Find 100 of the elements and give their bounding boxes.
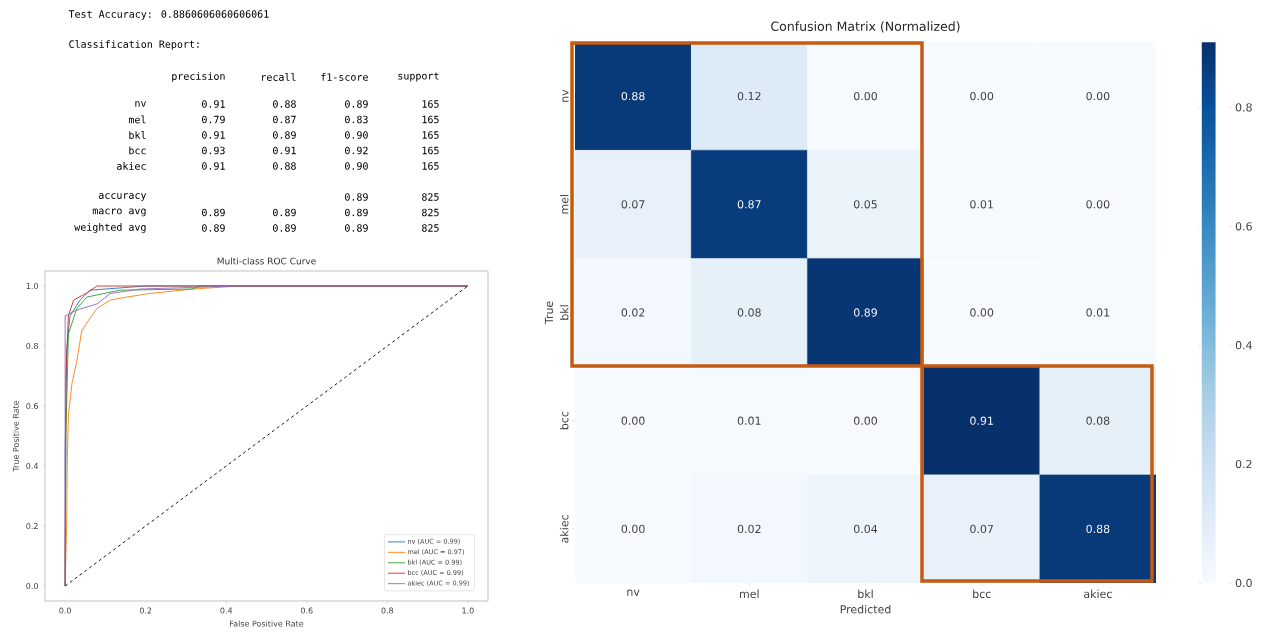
text: 0.91 bbox=[202, 131, 225, 139]
text: 0.89 bbox=[273, 131, 296, 139]
text: 0.90 bbox=[345, 131, 368, 139]
text: 0.93 bbox=[202, 146, 225, 155]
text: Classification Report: bbox=[69, 40, 199, 50]
x-tick-label: mel bbox=[740, 589, 759, 599]
color-bar-label: 0.2 bbox=[1235, 459, 1252, 469]
chart-title: Confusion Matrix (Normalized) bbox=[771, 21, 960, 33]
data-label: 0.04 bbox=[853, 524, 878, 534]
text: 0.91 bbox=[273, 146, 296, 155]
text: 0.89 bbox=[202, 208, 225, 217]
y-axis-title: True bbox=[544, 301, 554, 325]
data-label: 0.87 bbox=[737, 200, 761, 209]
category-label: f1-score bbox=[321, 73, 368, 81]
category-label: precision bbox=[172, 72, 225, 82]
category-label: bkl bbox=[129, 131, 146, 139]
y-tick-label: bcc bbox=[559, 411, 569, 430]
y-tick-label: 0.2 bbox=[26, 522, 38, 530]
text: 165 bbox=[422, 146, 439, 155]
data-label: 0.88 bbox=[621, 91, 645, 101]
data-label: 0.02 bbox=[621, 308, 645, 317]
text: 165 bbox=[422, 115, 439, 124]
text: 0.89 bbox=[273, 208, 296, 217]
data-label: 0.00 bbox=[970, 308, 994, 317]
data-label: 0.00 bbox=[1086, 91, 1110, 101]
text: 165 bbox=[422, 131, 439, 139]
category-label: bcc bbox=[129, 146, 146, 155]
data-label: 0.01 bbox=[970, 200, 993, 209]
text: 0.87 bbox=[273, 115, 296, 124]
color-bar-label: 0.4 bbox=[1235, 341, 1252, 350]
x-tick-label: 0.4 bbox=[220, 607, 233, 614]
category-label: akiec bbox=[117, 162, 146, 170]
chart-title: Multi-class ROC Curve bbox=[217, 257, 316, 265]
data-label: 0.01 bbox=[1086, 308, 1110, 317]
text: 0.92 bbox=[345, 146, 368, 155]
text: 825 bbox=[422, 224, 439, 232]
x-axis-title: Predicted bbox=[840, 604, 891, 614]
text: 0.88 bbox=[273, 162, 296, 170]
data-label: 0.02 bbox=[737, 524, 761, 534]
y-axis-title: True Positive Rate bbox=[12, 400, 19, 472]
y-tick-label: 1.0 bbox=[26, 282, 38, 290]
data-label: 0.01 bbox=[737, 416, 761, 425]
text: 825 bbox=[422, 193, 439, 201]
data-label: 0.07 bbox=[621, 200, 645, 209]
text: 0.79 bbox=[202, 115, 225, 124]
data-label: 0.91 bbox=[970, 416, 993, 425]
data-label: 0.00 bbox=[970, 91, 994, 101]
data-label: 0.07 bbox=[970, 524, 993, 534]
category-label: weighted avg bbox=[74, 223, 146, 233]
category-label: macro avg bbox=[92, 208, 146, 217]
x-tick-label: 0.2 bbox=[139, 607, 152, 614]
category-label: support bbox=[398, 72, 439, 82]
x-tick-label: 0.0 bbox=[59, 607, 71, 614]
y-tick-label: akiec bbox=[559, 515, 569, 543]
text: 0.88 bbox=[273, 100, 296, 108]
y-tick-label: 0.8 bbox=[26, 342, 38, 350]
x-tick-label: akiec bbox=[1084, 589, 1112, 599]
data-label: 0.00 bbox=[853, 91, 877, 101]
data-label: 0.00 bbox=[621, 524, 645, 534]
x-tick-label: 0.6 bbox=[300, 607, 313, 614]
text: 165 bbox=[422, 100, 439, 108]
text: 0.83 bbox=[345, 115, 368, 124]
text: 0.91 bbox=[202, 100, 225, 108]
data-label: 0.00 bbox=[1086, 200, 1110, 209]
text: 0.89 bbox=[273, 224, 296, 232]
text: 825 bbox=[422, 208, 439, 217]
color-bar-label: 0.0 bbox=[1235, 578, 1252, 588]
data-label: 0.00 bbox=[853, 416, 877, 425]
y-tick-label: mel bbox=[559, 195, 569, 214]
category-label: mel bbox=[128, 115, 146, 124]
text: Test Accuracy: 0.8860606060606061 bbox=[68, 10, 269, 20]
text: 0.89 bbox=[345, 224, 368, 232]
data-label: 0.05 bbox=[853, 200, 877, 209]
y-tick-label: 0.6 bbox=[26, 402, 38, 410]
x-tick-label: bkl bbox=[858, 589, 873, 599]
category-label: accuracy bbox=[98, 193, 147, 201]
x-tick-label: nv bbox=[627, 589, 640, 596]
text: 0.91 bbox=[202, 162, 225, 170]
color-bar-label: 0.8 bbox=[1235, 103, 1252, 112]
x-tick-label: bcc bbox=[973, 589, 991, 599]
data-label: 0.12 bbox=[737, 91, 761, 101]
category-label: nv bbox=[135, 101, 146, 107]
text: 0.89 bbox=[345, 208, 368, 217]
text: 0.89 bbox=[345, 193, 368, 201]
y-tick-label: bkl bbox=[559, 305, 569, 320]
x-tick-label: 1.0 bbox=[462, 607, 474, 614]
x-tick-label: 0.8 bbox=[381, 607, 394, 614]
x-axis-title: False Positive Rate bbox=[230, 620, 304, 627]
category-label: recall bbox=[262, 73, 296, 81]
data-label: 0.08 bbox=[1086, 416, 1110, 425]
data-label: 0.88 bbox=[1086, 524, 1110, 534]
data-label: 0.00 bbox=[621, 416, 645, 425]
text: 0.89 bbox=[202, 224, 225, 232]
text: 0.90 bbox=[345, 162, 368, 170]
text: 165 bbox=[422, 162, 439, 170]
text: 0.89 bbox=[345, 100, 368, 108]
y-tick-label: 0.4 bbox=[26, 462, 39, 470]
data-label: 0.89 bbox=[853, 308, 877, 317]
color-bar-label: 0.6 bbox=[1235, 222, 1252, 231]
data-label: 0.08 bbox=[737, 308, 761, 317]
